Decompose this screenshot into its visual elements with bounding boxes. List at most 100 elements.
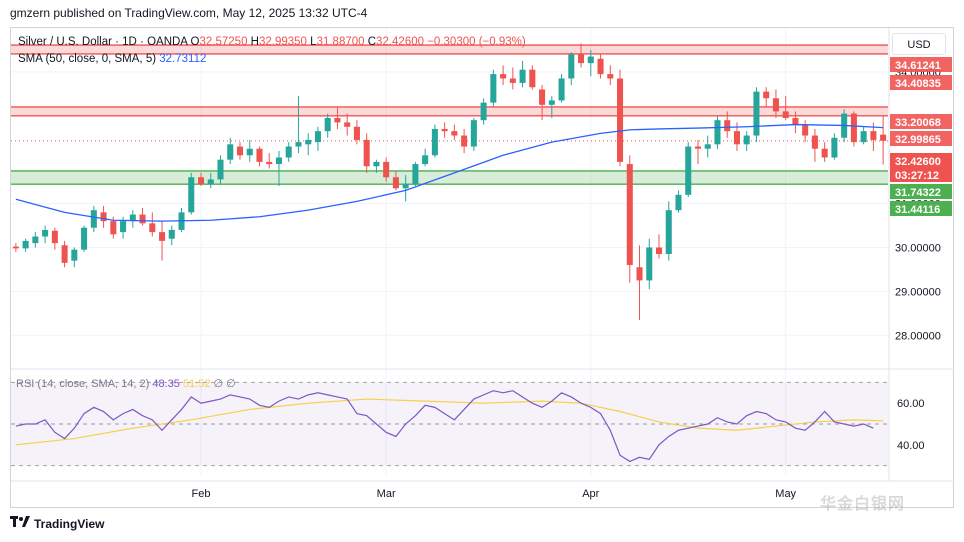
candle-body[interactable] (461, 135, 468, 147)
candle-body[interactable] (558, 78, 565, 101)
candle-body[interactable] (266, 161, 273, 165)
candle-body[interactable] (860, 131, 867, 143)
rsi-label[interactable]: RSI (14, close, SMA, 14, 2) (16, 378, 150, 390)
candle-body[interactable] (120, 221, 127, 233)
candle-body[interactable] (90, 210, 97, 228)
candle-body[interactable] (578, 54, 585, 64)
candle-body[interactable] (81, 227, 88, 250)
candle-body[interactable] (763, 91, 770, 99)
currency-button[interactable]: USD (892, 33, 946, 55)
candle-body[interactable] (568, 54, 575, 79)
candle-body[interactable] (811, 135, 818, 149)
candle-body[interactable] (246, 148, 253, 156)
sma50-line[interactable] (15, 123, 884, 222)
tradingview-footer[interactable]: TradingView (10, 516, 104, 531)
candle-body[interactable] (724, 120, 731, 132)
candle-body[interactable] (412, 164, 419, 184)
candle-body[interactable] (548, 100, 555, 105)
candle-body[interactable] (256, 148, 263, 162)
candle-body[interactable] (733, 131, 740, 145)
zone-resistance-high[interactable] (11, 45, 888, 54)
candle-body[interactable] (772, 98, 779, 112)
candle-body[interactable] (500, 74, 507, 79)
candle-body[interactable] (607, 74, 614, 79)
candle-body[interactable] (51, 230, 58, 244)
candle-body[interactable] (110, 221, 117, 235)
sma-label[interactable]: SMA (50, close, 0, SMA, 5) (18, 53, 157, 65)
candle-body[interactable] (792, 117, 799, 125)
candle-body[interactable] (470, 120, 477, 147)
candle-body[interactable] (392, 177, 399, 189)
candle-body[interactable] (217, 159, 224, 180)
candle-body[interactable] (383, 161, 390, 178)
candle-body[interactable] (305, 139, 312, 145)
candle-body[interactable] (441, 128, 448, 132)
candle-body[interactable] (334, 117, 341, 123)
zone-support[interactable] (11, 170, 888, 185)
candle-body[interactable] (207, 179, 214, 184)
symbol-title[interactable]: Silver / U.S. Dollar · 1D · OANDA (18, 36, 188, 48)
candle-body[interactable] (353, 126, 360, 140)
candle-body[interactable] (129, 214, 136, 222)
candle-body[interactable] (685, 146, 692, 195)
candle-body[interactable] (324, 117, 331, 132)
candle-body[interactable] (694, 146, 702, 149)
candle-body[interactable] (802, 124, 809, 136)
candle-body[interactable] (782, 111, 789, 118)
candle-body[interactable] (139, 214, 146, 224)
candle-body[interactable] (236, 146, 244, 156)
candle-body[interactable] (373, 161, 380, 167)
candle-body[interactable] (197, 177, 205, 184)
candle-body[interactable] (655, 247, 663, 255)
candle-body[interactable] (539, 89, 546, 105)
candle-body[interactable] (295, 142, 302, 147)
candle-body[interactable] (597, 58, 604, 75)
rsi-ma-line[interactable] (15, 398, 884, 446)
candle-body[interactable] (821, 148, 828, 158)
candle-body[interactable] (402, 183, 409, 189)
candle-body[interactable] (675, 194, 682, 211)
candle-body[interactable] (480, 102, 487, 121)
candle-body[interactable] (285, 146, 292, 158)
candle-body[interactable] (149, 223, 156, 233)
candle-body[interactable] (831, 137, 838, 158)
candle-body[interactable] (275, 157, 282, 165)
candle-body[interactable] (71, 249, 78, 261)
candle-body[interactable] (665, 210, 672, 255)
candle-body[interactable] (227, 144, 234, 160)
candle-body[interactable] (880, 134, 887, 141)
candle-body[interactable] (32, 236, 39, 244)
candle-body[interactable] (422, 155, 429, 165)
candle-body[interactable] (61, 245, 68, 263)
candle-body[interactable] (587, 56, 594, 64)
candle-body[interactable] (314, 131, 321, 143)
zone-resistance-mid[interactable] (11, 106, 888, 116)
candle-body[interactable] (451, 131, 458, 136)
candle-body[interactable] (168, 229, 175, 239)
candle-body[interactable] (42, 229, 49, 237)
candle-body[interactable] (870, 131, 877, 140)
candle-body[interactable] (753, 91, 760, 136)
candle-body[interactable] (12, 246, 19, 249)
candle-body[interactable] (617, 78, 624, 162)
candle-body[interactable] (626, 164, 633, 266)
candle-body[interactable] (509, 78, 516, 83)
candle-body[interactable] (490, 74, 497, 103)
candle-body[interactable] (529, 69, 536, 88)
candle-body[interactable] (704, 144, 711, 149)
candle-body[interactable] (850, 113, 857, 143)
candle-body[interactable] (714, 120, 721, 145)
candle-body[interactable] (188, 177, 195, 213)
candle-body[interactable] (159, 232, 166, 241)
rsi-line[interactable] (15, 390, 874, 463)
candle-body[interactable] (431, 128, 438, 156)
candle-body[interactable] (100, 212, 107, 222)
candle-body[interactable] (636, 267, 643, 281)
candle-body[interactable] (743, 135, 750, 145)
candle-body[interactable] (22, 240, 29, 249)
candle-body[interactable] (363, 139, 370, 167)
candle-body[interactable] (519, 69, 526, 83)
candle-body[interactable] (646, 247, 653, 281)
candle-body[interactable] (344, 122, 351, 127)
